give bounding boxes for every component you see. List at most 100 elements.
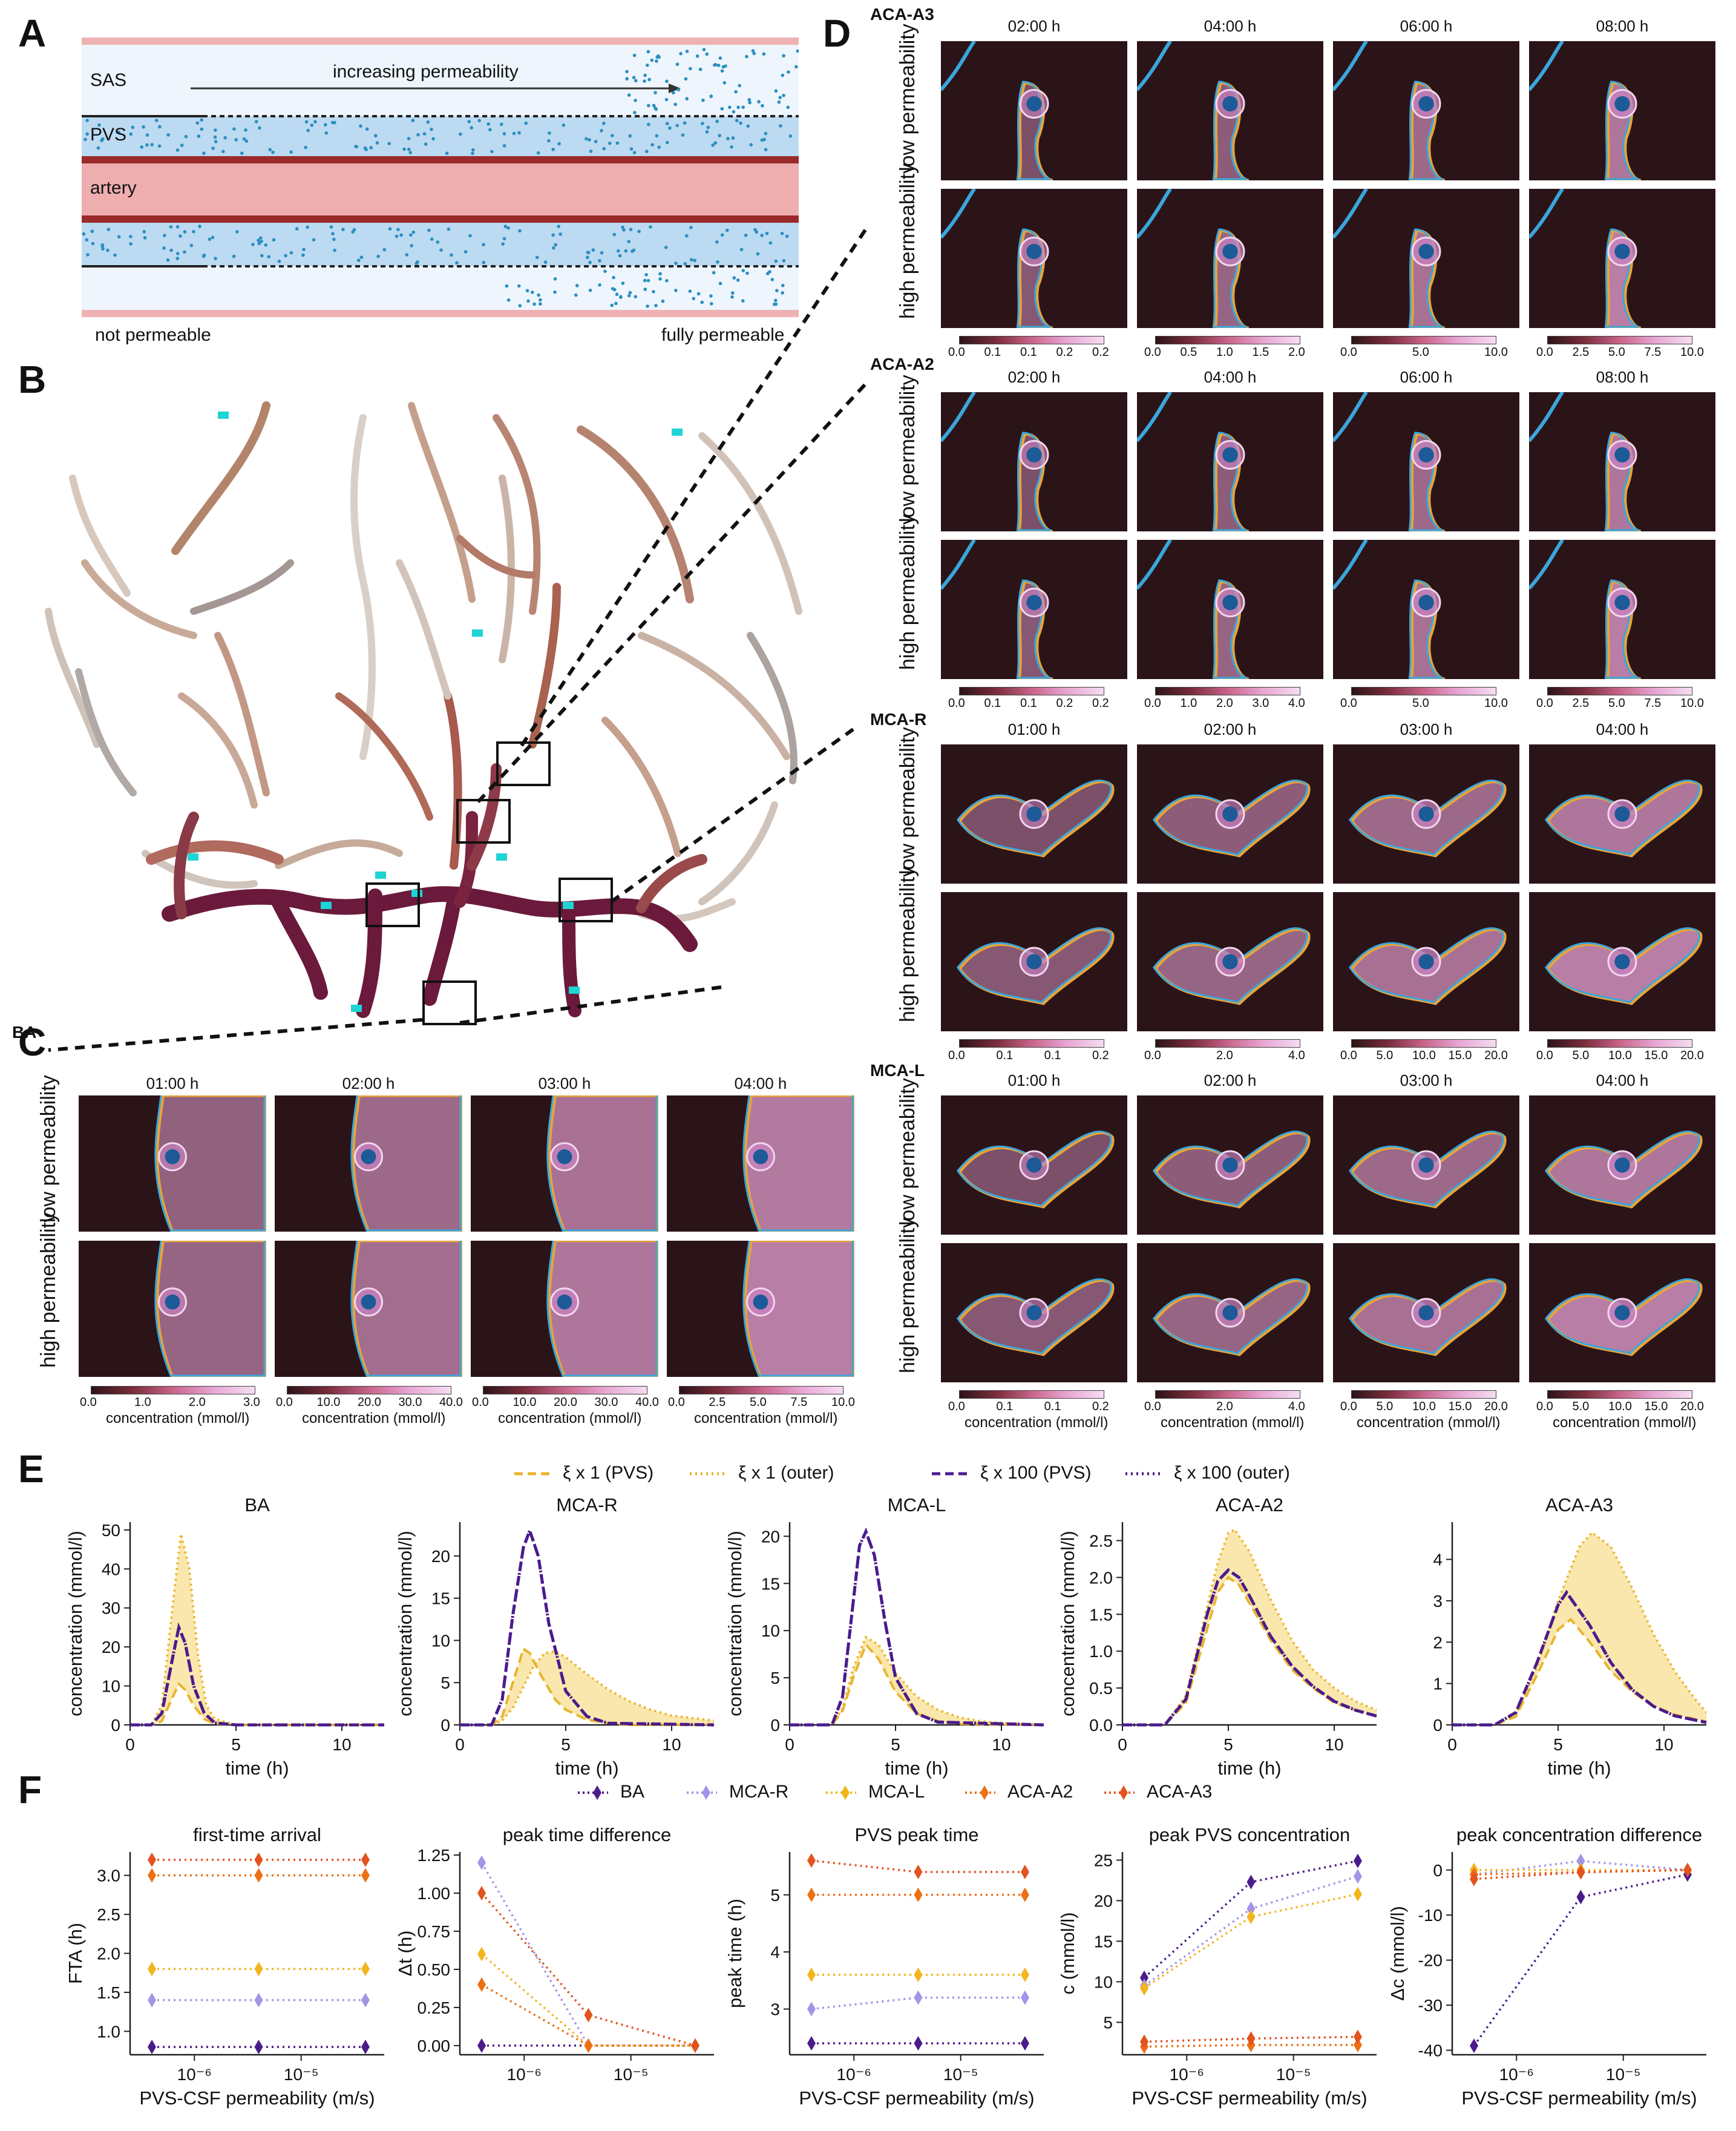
permeability-band (130, 1534, 384, 1725)
tracer-particle (652, 103, 656, 108)
colorbar-tick: 10.0 (831, 1396, 855, 1409)
colorbar (1351, 336, 1496, 344)
colorbar-tick: 0.0 (1340, 346, 1357, 359)
tracer-particle (634, 295, 638, 299)
data-point (1576, 1853, 1585, 1868)
concentration-tile (1529, 189, 1715, 328)
tracer-particle (724, 64, 727, 68)
tracer-particle (722, 81, 727, 85)
tracer-particle (627, 294, 631, 298)
series-line (130, 1622, 384, 1727)
pvs-outer-boundary (1152, 780, 1308, 856)
data-point (148, 1992, 157, 2008)
chart-6: peak time difference 10⁻⁶ 10⁻⁵ 0.00 0.25 0.50… (395, 1824, 714, 2084)
tracer-particle (785, 234, 789, 238)
x-axis-label: PVS-CSF permeability (m/s) (1132, 2087, 1367, 2109)
tile-svg (1348, 1131, 1507, 1209)
x-tick-label: 10 (332, 1735, 351, 1754)
y-tick-label: -20 (1418, 1951, 1443, 1970)
tile-svg (1333, 189, 1446, 328)
tracer-particle (221, 149, 225, 154)
y-tick-label: -10 (1418, 1906, 1443, 1925)
y-axis-label: concentration (mmol/l) (65, 1531, 86, 1716)
tracer-particle (735, 119, 739, 122)
tracer-particle (129, 242, 133, 246)
y-tick-label: 25 (1094, 1851, 1113, 1870)
tile-svg (1333, 392, 1446, 531)
tracer-particle (779, 124, 782, 128)
legend-f-marker (593, 1785, 601, 1800)
tracer-particle (100, 243, 105, 247)
tracer-particle (396, 228, 400, 232)
tracer-particle (768, 241, 773, 245)
tracer-particle (329, 225, 333, 229)
tracer-particle (407, 148, 411, 151)
tracer-particle (463, 250, 468, 254)
tracer-particle (436, 240, 440, 244)
tracer-particle (752, 51, 756, 56)
tracer-particle (214, 140, 218, 143)
tracer-particle (142, 230, 146, 234)
data-point (254, 1868, 263, 1883)
tracer-particle (86, 253, 90, 257)
tracer-particle (586, 251, 590, 254)
tracer-particle (208, 237, 212, 241)
colorbar-tick: 5.0 (1376, 1049, 1394, 1062)
data-point (807, 2036, 816, 2051)
pvs-outer-boundary (1544, 1131, 1700, 1207)
tracer-particle (701, 122, 704, 125)
time-label: 08:00 h (1596, 17, 1649, 35)
tracer-particle (157, 144, 162, 148)
legend-f-aca-a3: ACA-A3 (1147, 1782, 1213, 1802)
colorbar-tick: 2.0 (1216, 1400, 1233, 1413)
colorbar-tick: 2.0 (1216, 1049, 1233, 1062)
tracer-particle (264, 243, 268, 247)
panel-label-b: B (18, 358, 47, 401)
tracer-particle (162, 246, 166, 250)
chart-title: MCA-L (888, 1494, 946, 1515)
chart-title: ACA-A3 (1545, 1494, 1613, 1515)
tracer-particle (97, 123, 101, 127)
data-point (807, 1853, 816, 1868)
tracer-particle (774, 259, 778, 263)
colorbar-tick: 10.0 (1680, 697, 1704, 710)
tracer-particle (683, 121, 687, 125)
tracer-particle (234, 138, 238, 142)
y-tick-label: 1.5 (1089, 1605, 1113, 1624)
tracer-particle (365, 127, 369, 131)
tracer-particle (375, 141, 379, 145)
pvs-region (548, 1095, 658, 1232)
tracer-particle (612, 232, 616, 237)
colorbar-tick: 20.0 (1680, 1049, 1704, 1062)
tile-svg (1152, 927, 1311, 1005)
tracer-particle (705, 52, 709, 56)
x-axis-label: time (h) (1217, 1758, 1281, 1779)
colorbar-tick: 4.0 (1288, 1049, 1305, 1062)
colorbar (1351, 687, 1496, 695)
colorbar-tick: 0.2 (1092, 1049, 1109, 1062)
x-tick-label: 10 (992, 1735, 1010, 1754)
concentration-tile (275, 1095, 462, 1232)
pvs-region (744, 1241, 854, 1377)
tracer-particle (117, 130, 121, 134)
pvs-outer-boundary (1544, 1278, 1700, 1354)
tracer-particle (258, 126, 261, 130)
tracer-particle (467, 120, 471, 123)
chart-8: peak PVS concentration 10⁻⁶ 10⁻⁵ 5 10 15 20 25 P… (1057, 1824, 1377, 2109)
tracer-particle (405, 253, 409, 257)
tracer-particle (382, 248, 386, 252)
data-point (254, 2040, 263, 2055)
data-point (584, 2008, 593, 2023)
x-tick-label: 10⁻⁶ (1170, 2065, 1204, 2084)
tracer-particle (736, 105, 740, 110)
tracer-particle (780, 231, 784, 235)
tracer-particle (586, 255, 589, 260)
tracer-particle (359, 255, 364, 260)
tracer-particle (502, 237, 506, 241)
colorbar (1155, 1039, 1300, 1048)
x-tick-label: 10⁻⁵ (1606, 2065, 1641, 2084)
pvs-outer-boundary (350, 1241, 462, 1377)
colorbar-tick: 0.0 (948, 1400, 965, 1413)
tracer-particle (633, 111, 637, 114)
tracer-particle (716, 260, 719, 264)
